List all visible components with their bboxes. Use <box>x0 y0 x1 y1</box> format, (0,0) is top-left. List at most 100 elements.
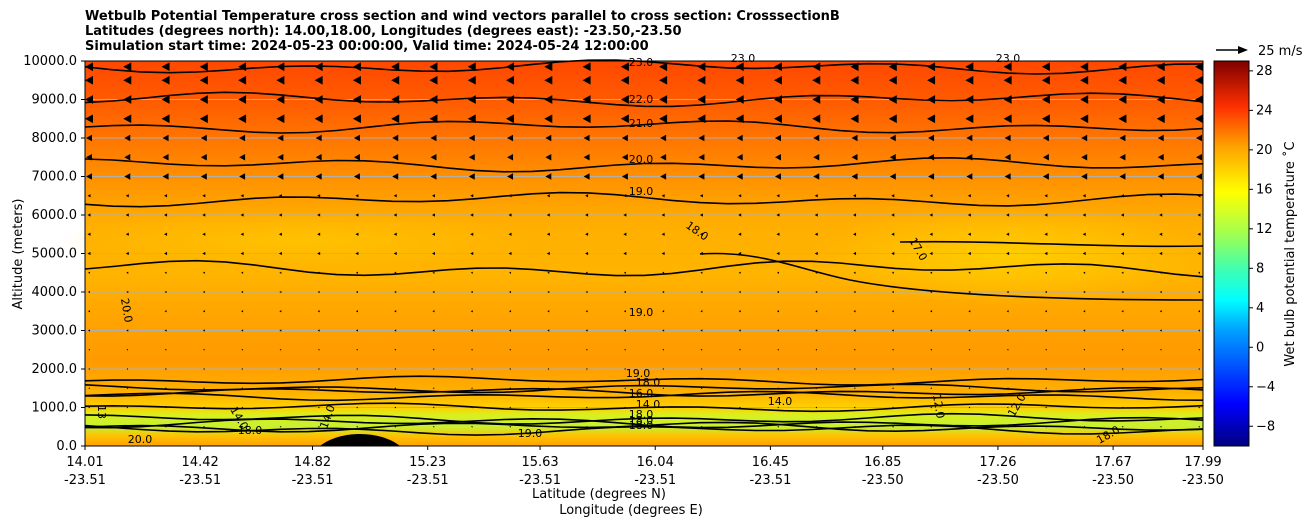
wind-vector <box>851 173 858 180</box>
y-tick-label: 10000.0 <box>23 54 77 69</box>
wind-vector <box>661 194 665 198</box>
wind-vector <box>1198 425 1200 428</box>
wind-vector <box>432 329 435 332</box>
wind-vector <box>241 425 243 428</box>
wind-vector <box>850 95 859 104</box>
x-tick-label-lat: 14.82 <box>294 455 331 470</box>
wind-vector <box>317 232 321 236</box>
wind-vector <box>891 310 894 313</box>
wind-vector <box>585 348 588 351</box>
wind-vector <box>164 310 167 313</box>
wind-vector <box>544 62 553 72</box>
wind-vector <box>353 153 360 161</box>
y-tick-label: 1000.0 <box>32 401 78 416</box>
wind-vector <box>85 114 93 124</box>
wind-vector <box>1121 425 1124 428</box>
x-tick-label-lat: 16.45 <box>752 455 789 470</box>
wind-vector <box>239 173 246 180</box>
wind-vector <box>238 114 247 124</box>
wind-vector <box>777 406 779 409</box>
wind-vector <box>470 271 473 274</box>
wind-vector <box>162 153 169 161</box>
wind-vector <box>812 95 821 104</box>
x-tick-label-lat: 17.67 <box>1095 455 1132 470</box>
wind-vector <box>968 290 971 294</box>
wind-vector <box>164 329 167 332</box>
wind-vector <box>509 271 512 274</box>
wind-vector <box>471 387 473 390</box>
wind-vector <box>202 213 206 217</box>
wind-vector <box>968 387 971 390</box>
wind-vector <box>87 232 91 236</box>
wind-vector <box>699 232 703 236</box>
wind-vector <box>430 173 437 180</box>
x-tick-label-lat: 16.85 <box>864 455 901 470</box>
wind-vector <box>620 95 629 104</box>
colorbar-label: Wet bulb potential temperature ˚C <box>1282 141 1298 366</box>
wind-vector <box>1044 232 1048 236</box>
wind-vector <box>126 310 129 313</box>
wind-vector <box>200 153 207 161</box>
wind-vector <box>1118 75 1127 85</box>
wind-vector <box>317 406 320 409</box>
wind-vector <box>662 310 665 313</box>
wind-vector <box>432 368 435 370</box>
wind-vector <box>393 194 397 198</box>
wind-vector <box>583 134 590 142</box>
wind-vector <box>738 271 741 274</box>
wind-vector <box>240 232 244 236</box>
wind-vector <box>1003 114 1012 124</box>
wind-vector <box>697 95 706 104</box>
cool-patch-upper <box>810 205 1210 305</box>
wind-vector <box>394 387 396 390</box>
wind-vector <box>279 425 282 428</box>
wind-vector <box>738 232 742 236</box>
wind-vector <box>967 194 971 198</box>
wind-vector <box>850 75 859 85</box>
wind-vector <box>583 153 590 161</box>
wind-vector <box>356 348 358 351</box>
wind-vector <box>241 348 243 351</box>
wind-vector <box>470 251 474 256</box>
wind-vector <box>353 173 360 180</box>
wind-vector <box>317 368 320 370</box>
contour-label: 20.0 <box>629 153 654 166</box>
wind-vector <box>356 425 358 428</box>
wind-vector <box>547 329 550 332</box>
wind-vector <box>277 134 284 142</box>
wind-vector <box>279 329 282 332</box>
colorbar-tick-label: 8 <box>1256 261 1264 276</box>
wind-vector <box>1083 329 1086 332</box>
wind-vector <box>699 213 703 217</box>
contour-label: 13 <box>95 405 108 419</box>
contour-lines <box>84 59 1204 436</box>
wind-vector <box>202 329 205 332</box>
wind-vector <box>203 348 205 351</box>
wind-vector <box>279 368 282 370</box>
wind-vector <box>738 348 741 351</box>
wind-vector <box>545 173 552 180</box>
wind-vector <box>202 271 205 274</box>
contour-label: 16.0 <box>629 387 654 400</box>
wind-vector <box>892 348 894 351</box>
wind-vector <box>1159 290 1162 294</box>
wind-vector <box>509 406 511 409</box>
wind-vector <box>317 329 320 332</box>
wind-vector <box>853 406 856 409</box>
wind-vector <box>508 251 512 256</box>
wind-vector <box>1006 329 1009 332</box>
wind-vector <box>929 232 933 236</box>
x-axis-label-lat: Latitude (degrees N) <box>532 487 666 502</box>
wind-vector <box>241 329 244 332</box>
wind-vector <box>930 348 932 351</box>
contour-label: 23.0 <box>996 52 1021 65</box>
wind-vector <box>659 114 668 124</box>
wind-vector <box>277 173 284 180</box>
wind-vector <box>585 290 588 294</box>
wind-vector <box>317 348 320 351</box>
wind-vector <box>240 194 244 198</box>
wind-vector <box>126 348 129 351</box>
wind-vector <box>356 368 358 370</box>
wind-vector <box>968 271 971 274</box>
wind-vector <box>1157 153 1164 161</box>
